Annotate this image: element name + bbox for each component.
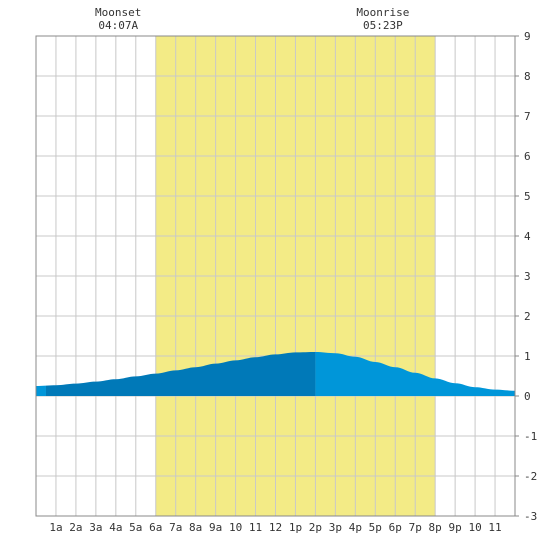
y-tick-label: 7 (524, 110, 531, 123)
moonset-time: 04:07A (98, 19, 138, 32)
x-tick-label: 7p (409, 521, 422, 534)
y-tick-label: -2 (524, 470, 537, 483)
x-tick-label: 9a (209, 521, 222, 534)
tide-area-rising (45, 352, 316, 396)
y-tick-label: 8 (524, 70, 531, 83)
x-tick-label: 3p (329, 521, 342, 534)
x-tick-label: 10 (229, 521, 242, 534)
y-tick-label: 5 (524, 190, 531, 203)
y-tick-label: 2 (524, 310, 531, 323)
x-tick-label: 5p (369, 521, 382, 534)
y-tick-label: 1 (524, 350, 531, 363)
tide-area-start (36, 385, 46, 396)
x-tick-label: 11 (488, 521, 501, 534)
y-tick-label: -3 (524, 510, 537, 523)
x-tick-label: 2a (69, 521, 82, 534)
x-tick-label: 6a (149, 521, 162, 534)
y-tick-label: 3 (524, 270, 531, 283)
x-tick-label: 2p (309, 521, 322, 534)
x-tick-label: 4p (349, 521, 362, 534)
x-tick-label: 10 (468, 521, 481, 534)
x-tick-label: 4a (109, 521, 122, 534)
y-tick-label: -1 (524, 430, 537, 443)
x-tick-label: 11 (249, 521, 262, 534)
moonrise-label: Moonrise (356, 6, 409, 19)
x-tick-label: 1a (49, 521, 62, 534)
x-tick-label: 12 (269, 521, 282, 534)
y-tick-label: 9 (524, 30, 531, 43)
x-tick-label: 8p (429, 521, 442, 534)
x-tick-label: 7a (169, 521, 182, 534)
x-tick-label: 6p (389, 521, 402, 534)
moonrise-time: 05:23P (363, 19, 403, 32)
x-tick-label: 1p (289, 521, 302, 534)
y-tick-label: 6 (524, 150, 531, 163)
tide-area-falling (315, 352, 515, 396)
y-tick-label: 4 (524, 230, 531, 243)
x-tick-label: 3a (89, 521, 102, 534)
x-tick-label: 9p (449, 521, 462, 534)
x-tick-label: 5a (129, 521, 142, 534)
x-tick-label: 8a (189, 521, 202, 534)
moonset-label: Moonset (95, 6, 141, 19)
y-tick-label: 0 (524, 390, 531, 403)
